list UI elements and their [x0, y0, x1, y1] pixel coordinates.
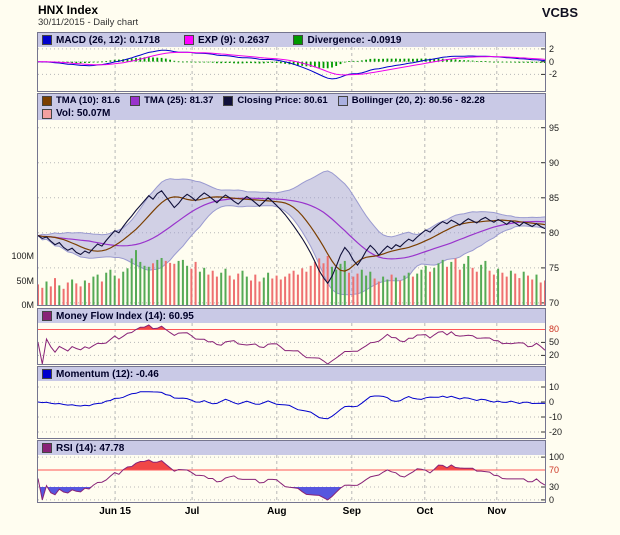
x-axis-label: Jul: [184, 506, 200, 517]
swatch-close: [223, 95, 234, 106]
mfi-panel: Money Flow Index (14): 60.95: [37, 308, 546, 365]
page-title: HNX Index: [38, 3, 99, 17]
legend-item-close: Closing Price: 80.61: [223, 95, 328, 106]
momentum-plot: [38, 381, 545, 438]
price-legend: TMA (10): 81.6 TMA (25): 81.37 Closing P…: [38, 94, 545, 120]
y-axis-label: 80: [549, 227, 560, 238]
legend-label-mfi: Money Flow Index (14): 60.95: [56, 310, 194, 322]
legend-label-tma10: TMA (10): 81.6: [56, 95, 121, 106]
legend-item-volume: Vol: 50.07M: [42, 108, 110, 119]
x-axis-label: Nov: [487, 506, 507, 517]
legend-item-momentum: Momentum (12): -0.46: [42, 369, 159, 380]
swatch-momentum: [42, 369, 52, 379]
legend-item-macd: MACD (26, 12): 0.1718: [42, 35, 160, 46]
legend-item-divergence: Divergence: -0.0919: [293, 35, 401, 46]
momentum-legend: Momentum (12): -0.46: [38, 367, 545, 381]
momentum-panel: Momentum (12): -0.46: [37, 366, 546, 439]
swatch-mfi: [42, 311, 52, 321]
chart-date-subtitle: 30/11/2015 - Daily chart: [38, 17, 139, 28]
y-axis-label: 0: [549, 494, 555, 505]
x-axis-label: Sep: [342, 506, 361, 517]
legend-item-bollinger: Bollinger (20, 2): 80.56 - 82.28: [337, 95, 485, 106]
volume-axis-label: 100M: [11, 251, 34, 261]
y-axis-label: -2: [549, 69, 558, 80]
y-axis-label: 30: [549, 482, 560, 493]
y-axis-label: 95: [549, 122, 560, 133]
swatch-divergence: [293, 35, 304, 45]
y-axis-label: 0: [549, 56, 555, 67]
legend-item-rsi: RSI (14): 47.78: [42, 443, 124, 454]
legend-item-tma10: TMA (10): 81.6: [42, 95, 120, 106]
swatch-volume: [42, 108, 52, 119]
swatch-exp: [183, 35, 194, 45]
price-plot: [38, 120, 545, 305]
macd-plot: [38, 47, 545, 91]
rsi-plot: [38, 455, 545, 502]
y-axis-label: 10: [549, 382, 560, 392]
y-axis-label: 70: [549, 464, 560, 475]
macd-legend: MACD (26, 12): 0.1718 EXP (9): 0.2637 Di…: [38, 33, 545, 47]
legend-label-divergence: Divergence: -0.0919: [307, 34, 402, 46]
legend-label-close: Closing Price: 80.61: [237, 95, 328, 106]
swatch-tma25: [130, 95, 141, 106]
y-axis-label: -20: [549, 427, 563, 437]
legend-item-exp: EXP (9): 0.2637: [183, 34, 270, 46]
macd-panel: MACD (26, 12): 0.1718 EXP (9): 0.2637 Di…: [37, 32, 546, 92]
y-axis-label: 0: [549, 397, 555, 407]
rsi-panel: RSI (14): 47.78: [37, 440, 546, 503]
mfi-legend: Money Flow Index (14): 60.95: [38, 309, 545, 323]
y-axis-label: 75: [549, 262, 560, 273]
legend-item-tma25: TMA (25): 81.37: [130, 95, 213, 106]
price-legend-row2: Vol: 50.07M: [38, 107, 545, 120]
price-legend-row1: TMA (10): 81.6 TMA (25): 81.37 Closing P…: [38, 94, 545, 107]
legend-label-macd: MACD (26, 12): 0.1718: [56, 34, 160, 46]
volume-axis-label: 50M: [16, 275, 34, 286]
legend-label-volume: Vol: 50.07M: [56, 108, 111, 119]
x-axis-label: Jun 15: [99, 506, 131, 517]
legend-label-rsi: RSI (14): 47.78: [56, 442, 125, 454]
rsi-legend: RSI (14): 47.78: [38, 441, 545, 455]
swatch-rsi: [42, 443, 52, 453]
y-axis-label: 85: [549, 192, 560, 203]
legend-item-mfi: Money Flow Index (14): 60.95: [42, 311, 194, 322]
y-axis-label: 70: [549, 297, 560, 308]
brand-logo: VCBS: [541, 5, 578, 20]
legend-label-momentum: Momentum (12): -0.46: [56, 368, 159, 380]
x-axis-label: Aug: [267, 506, 287, 517]
legend-label-exp: EXP (9): 0.2637: [197, 34, 270, 46]
y-axis-label: -10: [549, 412, 563, 422]
swatch-macd: [42, 35, 52, 45]
legend-label-bollinger: Bollinger (20, 2): 80.56 - 82.28: [351, 95, 485, 106]
y-axis-label: 2: [549, 43, 555, 54]
y-axis-label: 20: [549, 350, 560, 361]
mfi-plot: [38, 323, 545, 364]
swatch-tma10: [42, 95, 52, 106]
y-axis-label: 90: [549, 157, 560, 168]
swatch-bollinger: [337, 95, 348, 106]
x-axis-label: Oct: [416, 506, 434, 517]
volume-axis-label: 0M: [21, 300, 34, 310]
price-panel: TMA (10): 81.6 TMA (25): 81.37 Closing P…: [37, 93, 546, 306]
y-axis-label: 50: [549, 337, 560, 348]
legend-label-tma25: TMA (25): 81.37: [144, 95, 214, 106]
y-axis-label: 80: [549, 324, 560, 335]
y-axis-label: 100: [549, 452, 565, 463]
